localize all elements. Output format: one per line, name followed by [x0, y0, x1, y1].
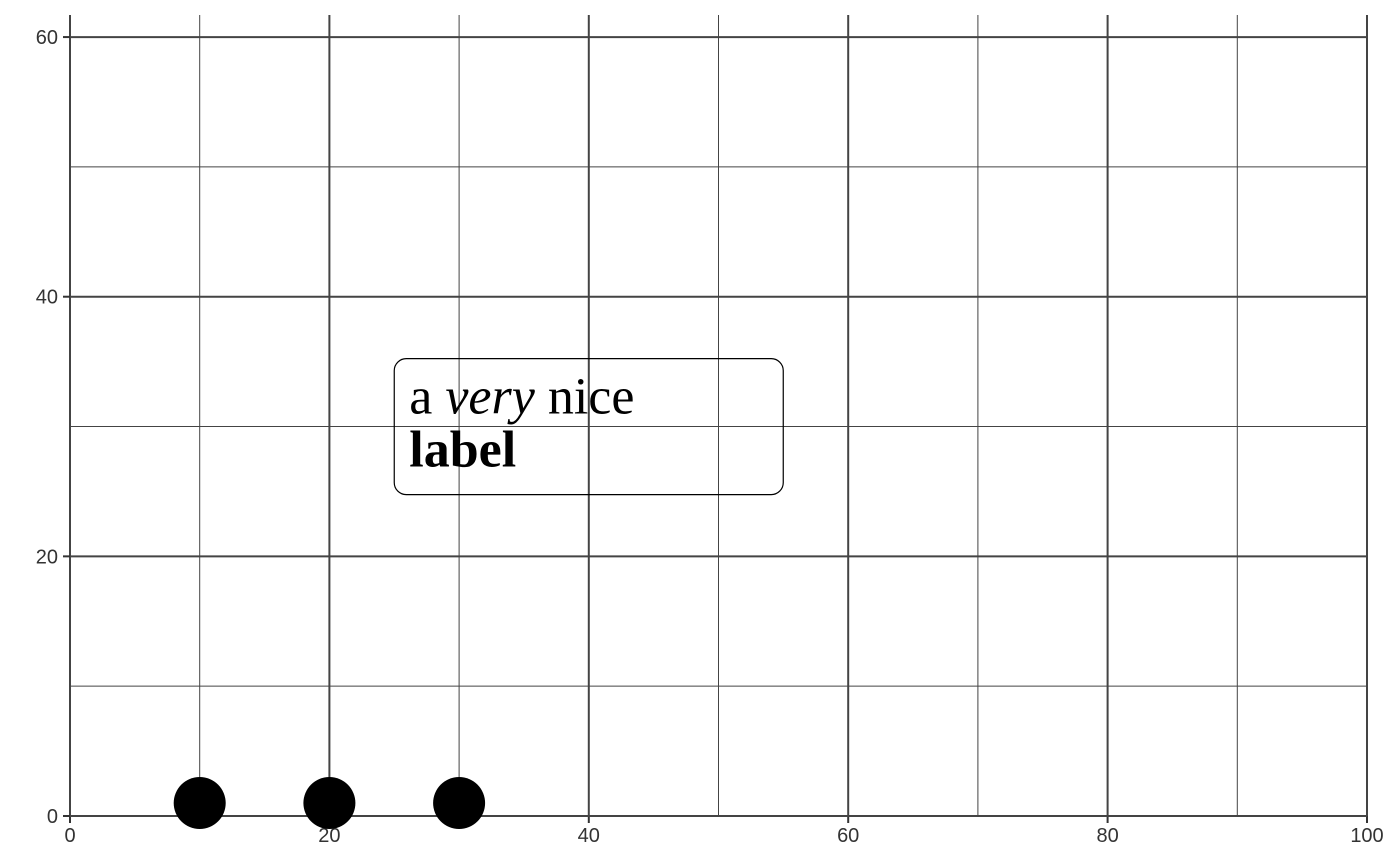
x-tick-label: 40	[578, 825, 600, 847]
point	[303, 777, 356, 830]
point	[433, 777, 486, 830]
y-tick-label: 0	[47, 806, 58, 828]
x-tick-label: 0	[64, 825, 75, 847]
annotation-part: label	[409, 422, 516, 479]
annotation-part: nice	[548, 369, 635, 426]
y-tick-label: 40	[36, 287, 58, 309]
x-tick-label: 60	[837, 825, 859, 847]
x-tick-label: 20	[318, 825, 340, 847]
y-tick-label: 20	[36, 546, 58, 568]
annotation-box	[393, 358, 784, 496]
x-tick-label: 100	[1350, 825, 1383, 847]
annotation-part: very	[445, 369, 535, 426]
point	[173, 777, 226, 830]
annotation-text: a very nice	[409, 369, 634, 426]
annotation-text: label	[409, 422, 516, 479]
annotation-part: a	[409, 369, 432, 426]
x-tick-label: 80	[1096, 825, 1118, 847]
y-tick-label: 60	[36, 27, 58, 49]
